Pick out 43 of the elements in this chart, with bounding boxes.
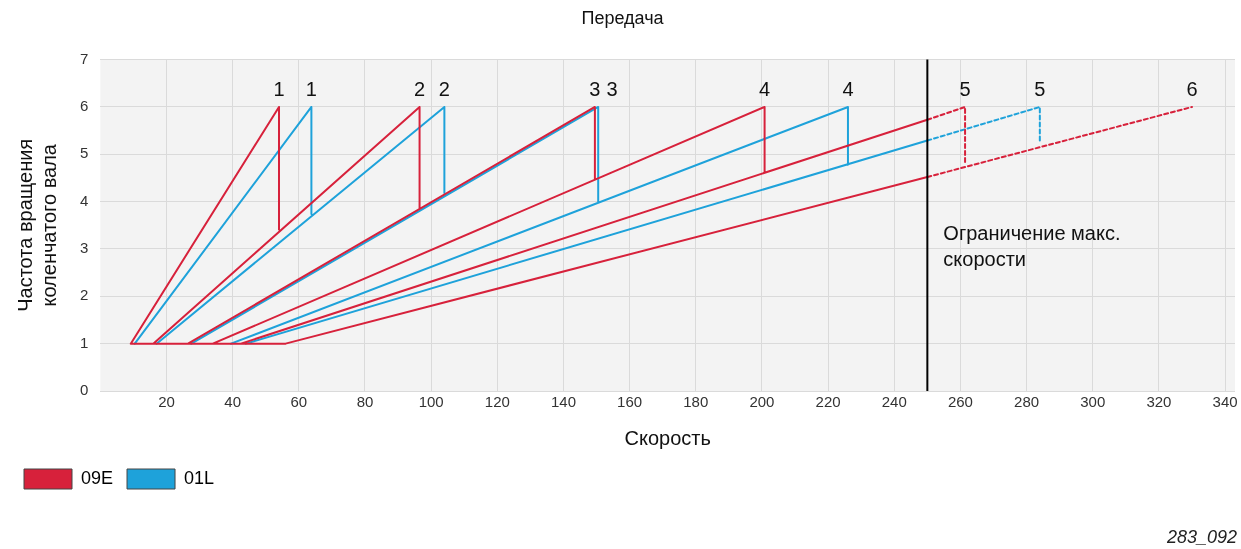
annotation: 3 [606,78,618,101]
annotation: 5 [1034,78,1046,101]
x-tick-label: 220 [815,393,841,411]
y-tick-label: 2 [80,286,89,304]
annotation: 4 [842,78,854,101]
annotation: 5 [959,78,971,101]
annotation: 2 [414,78,426,101]
text: 283_092 [1165,527,1237,547]
x-tick-label: 140 [550,393,576,411]
x-tick-label: 260 [947,393,973,411]
y-tick-label: 3 [80,239,89,257]
x-tick-label: 320 [1146,393,1172,411]
x-tick-label: 40 [224,393,242,411]
x-tick-label: 180 [683,393,709,411]
legend-label: 01L [184,467,215,488]
chart-title: Передача [581,7,665,28]
x-tick-label: 80 [356,393,374,411]
y-tick-label: 5 [80,144,89,162]
x-tick-label: 200 [749,393,775,411]
legend-label: 09E [81,467,114,488]
y-tick-label: 1 [80,333,89,351]
annotation: 4 [759,78,771,101]
annotation: 3 [589,78,601,101]
annotation: 1 [273,78,285,101]
y-axis-title: Частота вращения коленчатого вала [13,138,60,312]
annotation: 2 [438,78,450,101]
x-tick-label: 20 [158,393,175,411]
x-tick-label: 100 [418,393,444,411]
x-axis-title: Скорость [624,426,711,449]
x-tick-label: 240 [881,393,907,411]
y-tick-label: 7 [80,49,89,67]
y-tick-label: 4 [80,191,89,209]
x-tick-label: 300 [1080,393,1106,411]
y-tick-label: 6 [80,97,89,115]
x-tick-label: 160 [617,393,643,411]
y-tick-label: 0 [80,381,89,399]
ref-line-label: Ограничение макс. скорости [943,222,1121,271]
annotation: 1 [305,78,317,101]
annotation: 6 [1186,78,1198,101]
x-tick-label: 120 [484,393,510,411]
x-tick-label: 280 [1014,393,1040,411]
x-tick-label: 340 [1212,393,1238,411]
x-tick-label: 60 [290,393,308,411]
